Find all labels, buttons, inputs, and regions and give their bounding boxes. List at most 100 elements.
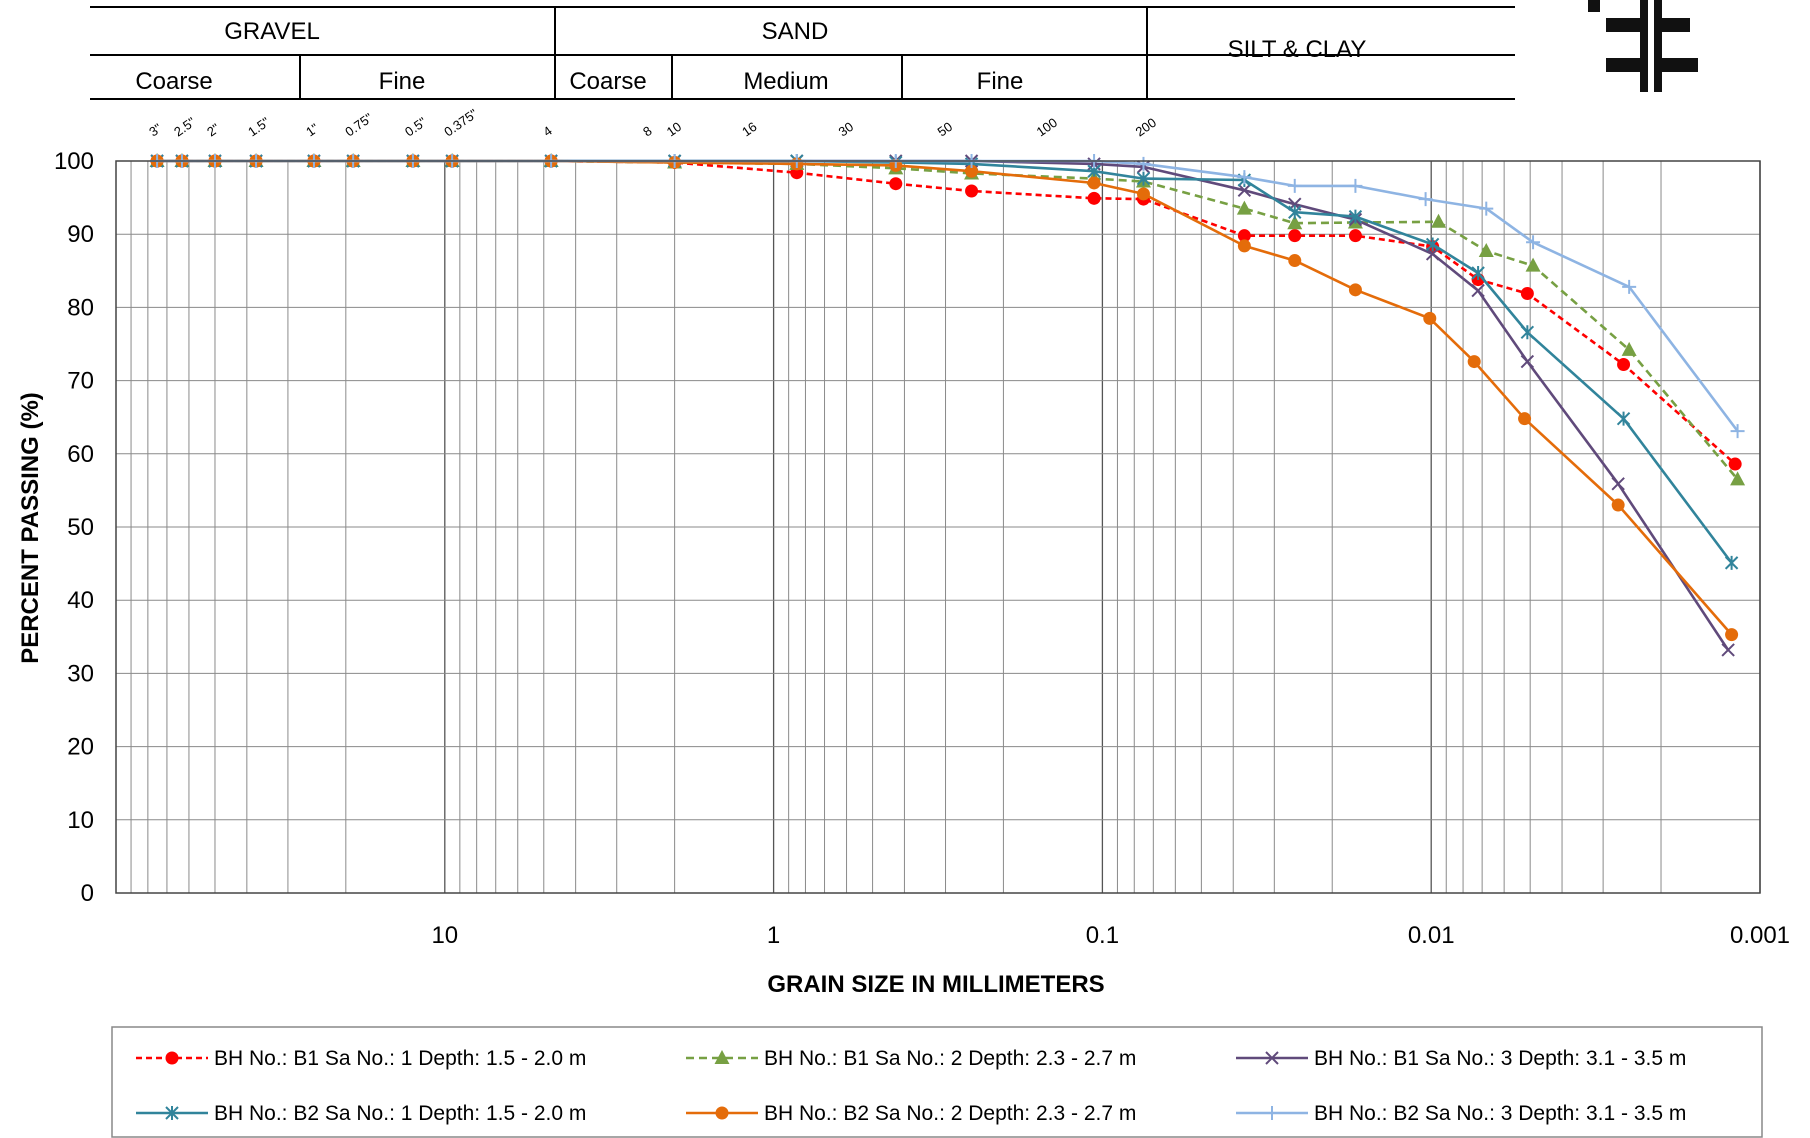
data-point <box>1287 178 1302 193</box>
y-axis-title: PERCENT PASSING (%) <box>17 392 44 664</box>
legend-label: BH No.: B1 Sa No.: 1 Depth: 1.5 - 2.0 m <box>214 1047 586 1070</box>
silt-clay-header: SILT & CLAY <box>1228 36 1367 63</box>
sieve-label: 1" <box>303 120 322 139</box>
legend-item-5: BH No.: B2 Sa No.: 2 Depth: 2.3 - 2.7 m <box>686 1102 1136 1125</box>
legend-item-3: BH No.: B1 Sa No.: 3 Depth: 3.1 - 3.5 m <box>1236 1047 1686 1070</box>
data-point <box>1526 235 1541 250</box>
data-point <box>1348 178 1363 193</box>
y-tick-label: 10 <box>67 807 94 834</box>
data-point <box>965 184 979 198</box>
series-line <box>157 159 1733 564</box>
series-2 <box>149 153 1746 486</box>
sieve-label: 100 <box>1034 115 1060 140</box>
classification-header <box>90 6 1515 100</box>
sieve-label: 50 <box>935 119 955 140</box>
x-tick-label: 0.01 <box>1408 922 1455 949</box>
x-tick-label: 0.001 <box>1730 922 1790 949</box>
fine-gravel-header: Fine <box>379 68 426 95</box>
coarse-gravel-header: Coarse <box>135 68 212 95</box>
data-point <box>1423 311 1437 325</box>
data-point <box>1237 229 1251 243</box>
sieve-label: 4 <box>540 123 555 139</box>
y-tick-label: 30 <box>67 660 94 687</box>
legend-item-6: BH No.: B2 Sa No.: 3 Depth: 3.1 - 3.5 m <box>1236 1102 1686 1125</box>
y-tick-label: 0 <box>81 880 94 907</box>
data-point <box>165 1106 179 1120</box>
data-point <box>1348 283 1362 297</box>
legend-label: BH No.: B2 Sa No.: 3 Depth: 3.1 - 3.5 m <box>1314 1102 1686 1125</box>
sieve-label: 0.5" <box>402 114 430 140</box>
gravel-header: GRAVEL <box>224 18 320 45</box>
legend-label: BH No.: B1 Sa No.: 2 Depth: 2.3 - 2.7 m <box>764 1047 1136 1070</box>
series-5 <box>150 154 1739 642</box>
series-line <box>157 159 1739 481</box>
legend-item-1: BH No.: B1 Sa No.: 1 Depth: 1.5 - 2.0 m <box>136 1047 586 1070</box>
y-tick-label: 20 <box>67 734 94 761</box>
data-point <box>1087 191 1101 205</box>
y-tick-label: 40 <box>67 587 94 614</box>
data-point <box>1265 1051 1279 1065</box>
legend-label: BH No.: B2 Sa No.: 2 Depth: 2.3 - 2.7 m <box>764 1102 1136 1125</box>
data-point <box>1467 355 1481 369</box>
data-point <box>1418 192 1433 207</box>
sieve-label: 0.75" <box>342 110 375 140</box>
grid <box>116 160 1761 894</box>
data-point <box>1724 555 1739 570</box>
data-point <box>1728 457 1742 471</box>
data-point <box>1725 628 1739 642</box>
y-tick-label: 70 <box>67 368 94 395</box>
data-point <box>1425 247 1440 261</box>
data-point <box>1431 213 1447 228</box>
data-point <box>1621 341 1637 356</box>
data-point <box>1471 265 1485 280</box>
data-point <box>1622 279 1637 294</box>
series-4 <box>150 154 1739 570</box>
series-line <box>157 159 1733 636</box>
fine-sand-header: Fine <box>977 68 1024 95</box>
data-point <box>1617 357 1631 371</box>
y-tick-label: 50 <box>67 514 94 541</box>
x-axis-title: GRAIN SIZE IN MILLIMETERS <box>767 971 1104 998</box>
y-tick-label: 60 <box>67 441 94 468</box>
plot-frame <box>115 160 1761 894</box>
data-point <box>889 177 903 191</box>
x-tick-label: 0.1 <box>1086 922 1119 949</box>
data-point <box>1520 325 1535 340</box>
company-logo <box>1588 0 1698 92</box>
x-tick-label: 10 <box>431 922 458 949</box>
sieve-label: 3" <box>146 120 165 139</box>
series-1 <box>150 154 1742 471</box>
data-point <box>1288 254 1302 268</box>
data-point <box>1087 176 1101 190</box>
data-series <box>149 153 1746 657</box>
data-point <box>714 1050 730 1064</box>
legend-item-4: BH No.: B2 Sa No.: 1 Depth: 1.5 - 2.0 m <box>136 1102 586 1125</box>
coarse-sand-header: Coarse <box>569 68 646 95</box>
data-point <box>1288 229 1302 243</box>
data-point <box>1611 477 1625 491</box>
legend: BH No.: B1 Sa No.: 1 Depth: 1.5 - 2.0 m B… <box>136 1047 1686 1125</box>
data-point <box>1616 411 1631 426</box>
data-point <box>1478 243 1494 258</box>
data-point <box>1721 643 1735 657</box>
legend-label: BH No.: B2 Sa No.: 1 Depth: 1.5 - 2.0 m <box>214 1102 586 1125</box>
sieve-label: 16 <box>739 119 759 140</box>
legend-label: BH No.: B1 Sa No.: 3 Depth: 3.1 - 3.5 m <box>1314 1047 1686 1070</box>
axes: 0 10 20 30 40 50 60 70 80 90 100 10 1 0.1 0.01 0.001 <box>54 148 1790 949</box>
data-point <box>1236 200 1252 215</box>
sand-header: SAND <box>762 18 829 45</box>
data-point <box>1287 215 1303 230</box>
data-point <box>1348 229 1362 243</box>
legend-item-2: BH No.: B1 Sa No.: 2 Depth: 2.3 - 2.7 m <box>686 1047 1136 1070</box>
data-point <box>1520 286 1534 300</box>
series-3 <box>150 154 1735 657</box>
sieve-labels: 3" 2.5" 2" 1.5" 1" 0.75" 0.5" 0.375" 4 8 10 16 30 50 1… <box>146 106 1159 140</box>
data-point <box>1288 205 1302 220</box>
sieve-label: 0.375" <box>441 106 480 140</box>
legend-box <box>111 1026 1763 1138</box>
y-tick-label: 100 <box>54 148 94 175</box>
data-point <box>1730 424 1745 439</box>
data-point <box>1611 498 1625 512</box>
sieve-label: 10 <box>664 119 684 140</box>
sieve-label: 2" <box>204 120 223 139</box>
